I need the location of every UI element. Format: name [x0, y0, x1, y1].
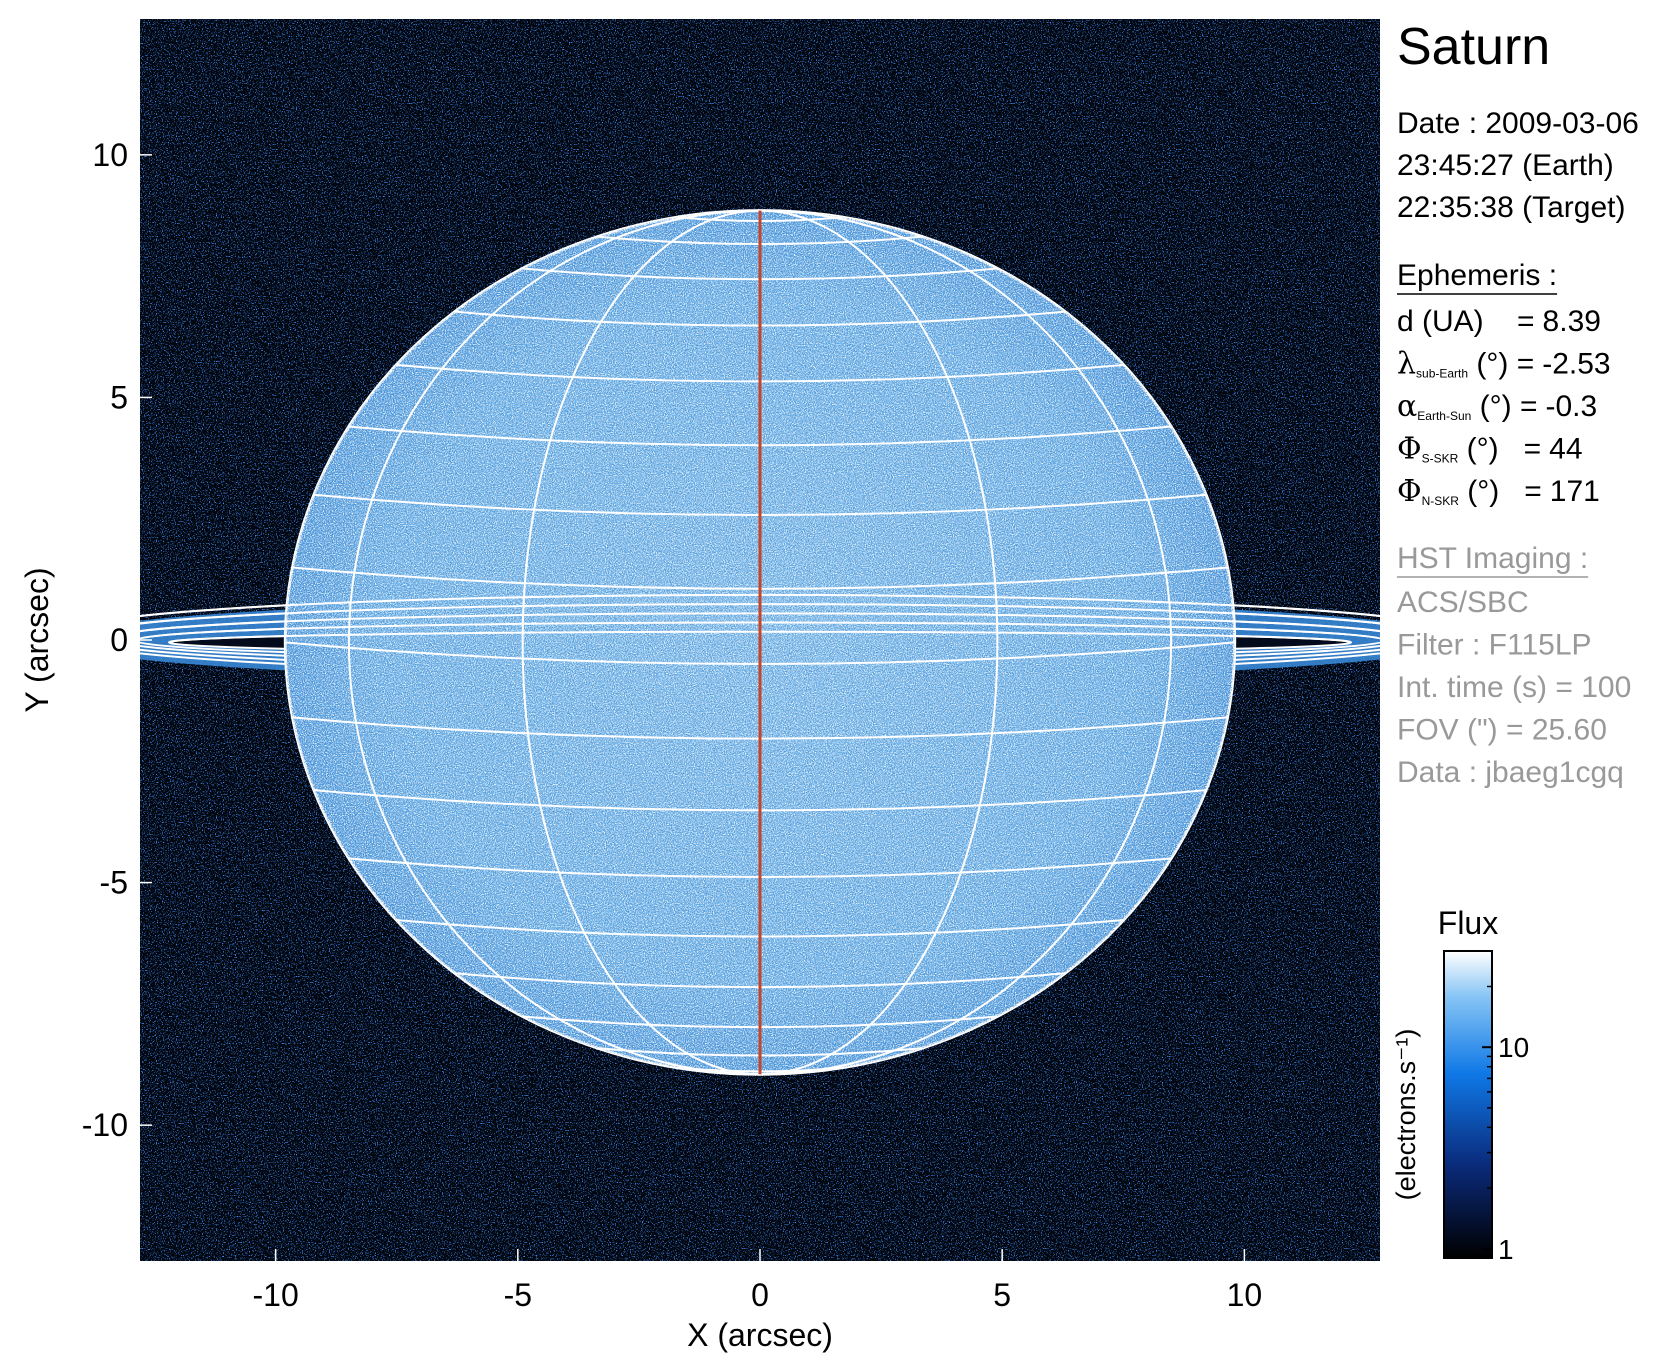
meridian-line: [347, 210, 1173, 1075]
ephemeris-subscript: sub-Earth: [1416, 367, 1468, 381]
ephemeris-label: d (UA) =: [1397, 305, 1535, 338]
x-axis-title: X (arcsec): [687, 1317, 833, 1353]
panel-title: Saturn: [1397, 18, 1550, 76]
y-tick-label: -5: [100, 865, 128, 901]
date-line: 22:35:38 (Target): [1397, 191, 1625, 224]
date-line: 23:45:27 (Earth): [1397, 149, 1614, 182]
colorbar: [1443, 950, 1493, 1259]
colorbar-tick-label: 1: [1498, 1234, 1514, 1265]
colorbar-tick-label: 10: [1498, 1032, 1529, 1063]
x-tick-label: -5: [504, 1277, 532, 1313]
x-tick-label: -10: [253, 1277, 299, 1313]
x-tick-label: 10: [1227, 1277, 1263, 1313]
ephemeris-symbol: α: [1397, 389, 1417, 424]
imaging-line: Filter : F115LP: [1397, 629, 1592, 662]
ephemeris-value: 171: [1550, 475, 1600, 508]
ephemeris-symbol: λ: [1397, 347, 1416, 382]
colorbar-label: (electrons.s⁻¹): [1391, 1029, 1421, 1201]
ephemeris-subscript: S-SKR: [1422, 452, 1459, 466]
ephemeris-row: αEarth-Sun (°) = -0.3: [1397, 389, 1597, 424]
ephemeris-row: ΦN-SKR (°) = 171: [1397, 474, 1600, 509]
y-axis-title: Y (arcsec): [19, 567, 55, 712]
imaging-line: Int. time (s) = 100: [1397, 671, 1631, 704]
date-line: Date : 2009-03-06: [1397, 107, 1639, 140]
ephemeris-row: d (UA) = 8.39: [1397, 305, 1601, 338]
ephemeris-value: -2.53: [1542, 348, 1610, 381]
ephemeris-symbol: Φ: [1397, 432, 1422, 467]
y-tick-label: 5: [110, 379, 128, 415]
ephemeris-value: 44: [1549, 433, 1582, 466]
y-tick-label: 0: [110, 622, 128, 658]
ephemeris-label: (°) =: [1458, 433, 1541, 466]
imaging-line: ACS/SBC: [1397, 586, 1529, 619]
ephemeris-value: 8.39: [1543, 305, 1601, 338]
y-tick-label: 10: [92, 137, 128, 173]
imaging-line: FOV (") = 25.60: [1397, 714, 1607, 747]
ephemeris-heading: Ephemeris :: [1397, 259, 1557, 292]
ephemeris-row: λsub-Earth (°) = -2.53: [1397, 347, 1611, 382]
ephemeris-row: ΦS-SKR (°) = 44: [1397, 432, 1583, 467]
ephemeris-value: -0.3: [1545, 390, 1597, 423]
info-panel: Date : 2009-03-06 23:45:27 (Earth) 22:35:3…: [1397, 107, 1639, 789]
ephemeris-label: (°) =: [1471, 390, 1537, 423]
ephemeris-symbol: Φ: [1397, 474, 1422, 509]
imaging-line: Data : jbaeg1cgq: [1397, 756, 1624, 789]
meridian-line: [521, 210, 999, 1075]
colorbar-title: Flux: [1438, 905, 1498, 941]
y-tick-label: -10: [82, 1107, 128, 1143]
x-tick-label: 5: [993, 1277, 1011, 1313]
image-area: [140, 19, 1380, 1261]
ephemeris-label: (°) =: [1459, 475, 1542, 508]
ephemeris-subscript: Earth-Sun: [1417, 409, 1471, 423]
ephemeris-label: (°) =: [1468, 348, 1534, 381]
ephemeris-subscript: N-SKR: [1422, 494, 1460, 508]
x-tick-label: 0: [751, 1277, 769, 1313]
imaging-heading: HST Imaging :: [1397, 542, 1588, 575]
